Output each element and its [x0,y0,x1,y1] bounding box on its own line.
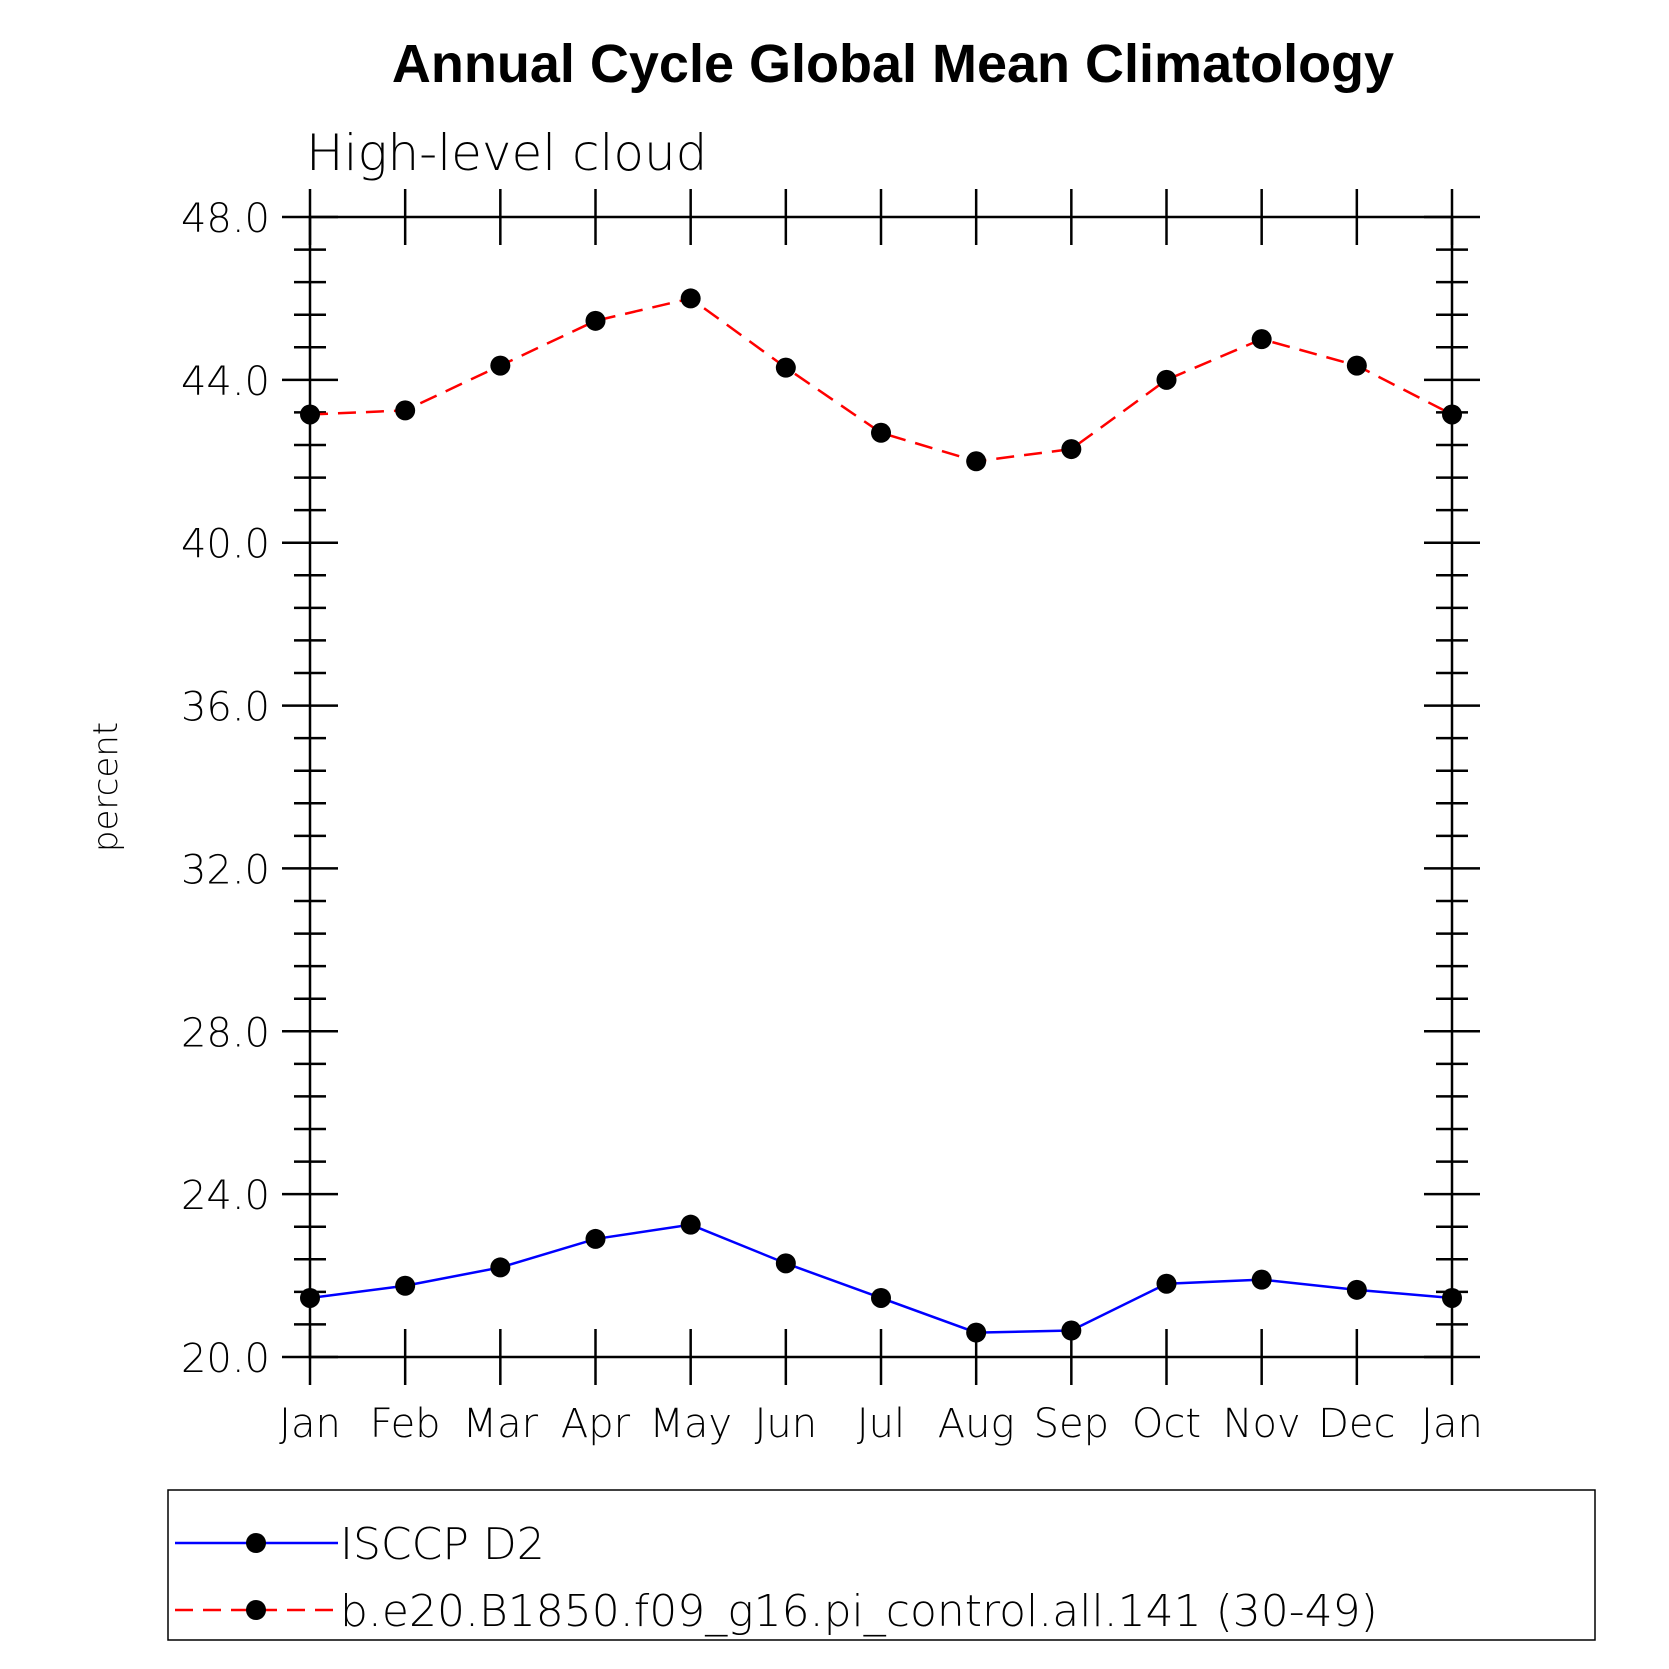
data-point [871,422,891,443]
data-point [871,1287,891,1308]
data-point [1061,1320,1082,1341]
x-tick-label: Jan [279,1401,341,1447]
data-point [300,404,320,425]
x-tick-label: Aug [938,1401,1015,1447]
data-point [395,400,416,421]
series-0 [300,1214,1462,1343]
x-tick-label: Jun [755,1401,818,1447]
x-tick-labels: Jan Feb Mar Apr May Jun Jul Aug Sep Oct Nov Dec Jan [279,1401,1483,1447]
legend-label: ISCCP D2 [340,1519,545,1570]
data-point [1442,1287,1462,1308]
y-tick-label: 40.0 [181,522,270,568]
data-point [680,1214,701,1235]
y-tick-label: 20.0 [181,1336,270,1382]
data-point [775,1253,796,1274]
x-tick-label: Oct [1132,1401,1201,1447]
data-point [775,357,796,378]
y-tick-label: 44.0 [181,359,270,405]
data-point [1251,329,1272,350]
data-point [1346,1279,1367,1300]
legend-entries: ISCCP D2 b.e20.B1850.f09_g16.pi_control.a… [175,1519,1378,1637]
legend-entry: ISCCP D2 [175,1519,545,1570]
legend-entry: b.e20.B1850.f09_g16.pi_control.all.141 (… [175,1586,1378,1637]
legend-swatch-marker [246,1533,266,1553]
data-point [395,1275,416,1296]
data-point [1346,355,1367,376]
x-tick-label: Sep [1034,1401,1109,1447]
y-tick-label: 32.0 [181,847,270,893]
x-tick-label: Nov [1223,1401,1301,1447]
data-point [585,1228,606,1249]
x-tick-label: Jul [857,1401,905,1447]
series-line [309,1223,1453,1334]
data-point [1156,369,1177,390]
data-point [585,310,606,331]
plot-border [308,215,1454,1359]
y-tick-labels: 20.0 24.0 28.0 32.0 36.0 40.0 44.0 48.0 [181,196,270,1382]
x-tick-label: May [649,1401,732,1447]
data-point [1061,439,1082,460]
x-tick-label: Mar [463,1401,539,1447]
y-tick-label: 36.0 [181,685,270,731]
y-tick-label: 24.0 [181,1173,270,1219]
legend-box [167,1489,1596,1641]
y-tick-label: 28.0 [181,1010,270,1056]
data-point [966,1322,987,1343]
data-point [680,288,701,309]
plot-frame [308,215,1454,1359]
data-point [490,355,511,376]
x-tick-label: Jan [1421,1401,1483,1447]
legend: ISCCP D2 b.e20.B1850.f09_g16.pi_control.a… [167,1489,1596,1641]
data-point [300,1287,320,1308]
data-point [966,451,987,472]
x-tick-label: Feb [370,1401,441,1447]
legend-label: b.e20.B1850.f09_g16.pi_control.all.141 (… [340,1586,1378,1637]
data-point [1251,1269,1272,1290]
chart-title: Annual Cycle Global Mean Climatology [392,34,1394,94]
legend-swatch-marker [246,1600,266,1620]
series-1 [300,288,1462,472]
axis-ticks [282,189,1480,1385]
y-axis-label: percent [86,722,126,852]
data-point [490,1257,511,1278]
x-tick-label: Apr [561,1401,631,1447]
data-point [1156,1273,1177,1294]
series-layer [300,288,1462,1343]
data-point [1442,404,1462,425]
y-tick-label: 48.0 [181,196,270,242]
chart-subtitle: High-level cloud [306,124,707,182]
x-tick-label: Dec [1318,1401,1395,1447]
